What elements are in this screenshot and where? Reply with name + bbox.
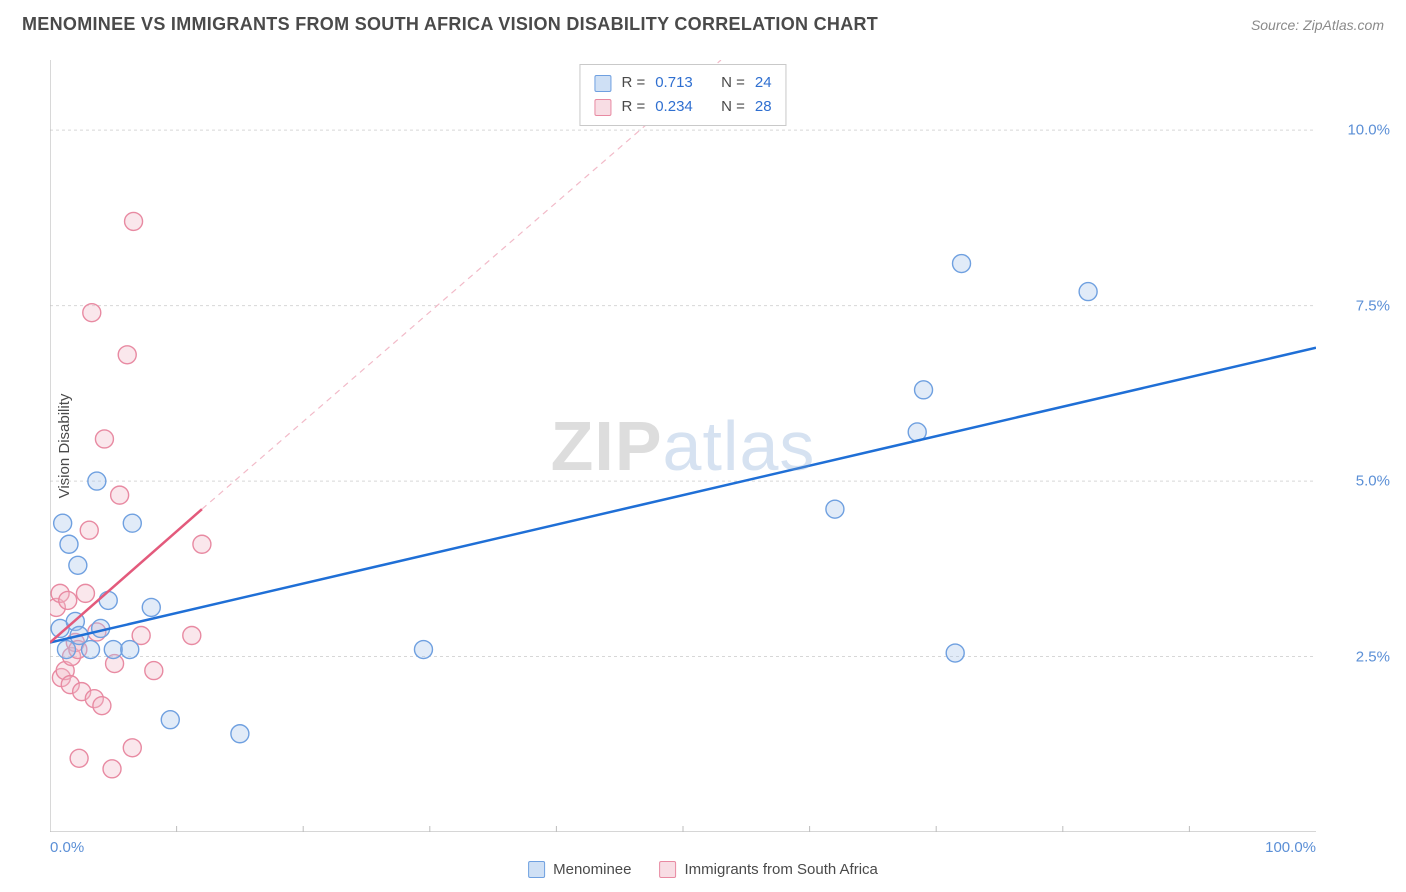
stats-row-menominee: R = 0.713 N = 24 [594, 71, 771, 95]
x-tick-label: 100.0% [1265, 839, 1316, 856]
y-tick-label: 7.5% [1356, 297, 1390, 314]
stats-row-south-africa: R = 0.234 N = 28 [594, 95, 771, 119]
chart-source: Source: ZipAtlas.com [1251, 17, 1384, 33]
x-tick-label: 0.0% [50, 839, 84, 856]
legend-item-south-africa: Immigrants from South Africa [659, 861, 877, 878]
n-label: N = [721, 71, 745, 95]
chart-title: MENOMINEE VS IMMIGRANTS FROM SOUTH AFRIC… [22, 14, 878, 35]
legend-label: Menominee [553, 861, 631, 878]
legend-bottom: Menominee Immigrants from South Africa [528, 861, 878, 878]
y-tick-label: 5.0% [1356, 473, 1390, 490]
swatch-icon [659, 861, 676, 878]
y-tick-label: 2.5% [1356, 648, 1390, 665]
r-label: R = [621, 71, 645, 95]
n-value: 24 [755, 71, 772, 95]
swatch-icon [594, 99, 611, 116]
chart-header: MENOMINEE VS IMMIGRANTS FROM SOUTH AFRIC… [0, 0, 1406, 43]
legend-item-menominee: Menominee [528, 861, 631, 878]
r-label: R = [621, 95, 645, 119]
n-value: 28 [755, 95, 772, 119]
legend-label: Immigrants from South Africa [684, 861, 877, 878]
scatter-plot-svg [50, 60, 1316, 832]
chart-plot-area: ZIPatlas R = 0.713 N = 24 R = 0.234 N = … [50, 60, 1316, 832]
y-tick-label: 10.0% [1347, 122, 1390, 139]
swatch-icon [528, 861, 545, 878]
swatch-icon [594, 75, 611, 92]
correlation-stats-box: R = 0.713 N = 24 R = 0.234 N = 28 [579, 64, 786, 126]
r-value: 0.713 [655, 71, 693, 95]
n-label: N = [721, 95, 745, 119]
r-value: 0.234 [655, 95, 693, 119]
